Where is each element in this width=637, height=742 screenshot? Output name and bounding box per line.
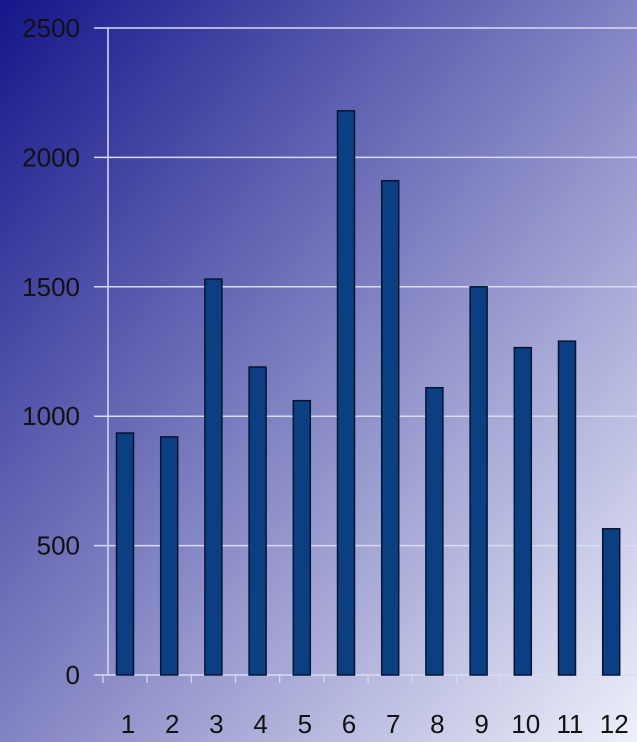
x-tick-label: 10 xyxy=(511,709,540,739)
bar-5 xyxy=(292,399,312,676)
x-tick-label: 9 xyxy=(474,709,488,739)
x-tick-label: 11 xyxy=(557,709,584,739)
x-tick-label: 6 xyxy=(342,709,356,739)
bar-12 xyxy=(601,528,621,676)
bar-11 xyxy=(557,340,577,676)
bar-10 xyxy=(513,346,533,676)
x-tick-label: 8 xyxy=(430,709,444,739)
y-tick-label: 2500 xyxy=(22,13,80,43)
bar-7 xyxy=(380,179,400,676)
x-tick-label: 12 xyxy=(600,709,629,739)
y-tick-label: 500 xyxy=(37,531,80,561)
bar-6 xyxy=(336,110,356,676)
bar-4 xyxy=(248,366,267,676)
y-tick-label: 0 xyxy=(66,660,80,690)
y-axis-tick-labels: 0 500 1000 1500 2000 2500 xyxy=(22,13,80,690)
x-tick-label: 1 xyxy=(121,709,135,739)
bar-8 xyxy=(425,386,444,676)
y-tick-label: 1500 xyxy=(22,272,80,302)
y-tick-label: 1000 xyxy=(22,401,80,431)
bars xyxy=(115,110,621,676)
bar-2 xyxy=(159,436,179,676)
y-tick-label: 2000 xyxy=(22,142,80,172)
bar-1 xyxy=(115,432,135,676)
x-axis-tick-labels: 1 2 3 4 5 6 7 8 9 10 11 12 xyxy=(121,709,629,739)
x-tick-label: 5 xyxy=(298,709,312,739)
bar-9 xyxy=(469,286,488,676)
x-tick-label: 3 xyxy=(209,709,223,739)
x-tick-label: 7 xyxy=(386,709,400,739)
x-tick-label: 2 xyxy=(165,709,179,739)
x-tick-label: 4 xyxy=(253,709,267,739)
gridlines xyxy=(94,27,637,683)
bar-3 xyxy=(204,278,223,676)
